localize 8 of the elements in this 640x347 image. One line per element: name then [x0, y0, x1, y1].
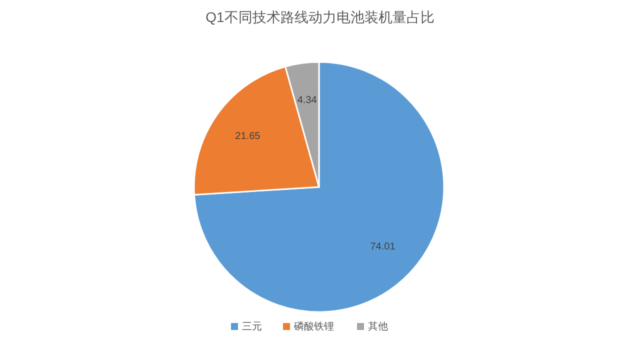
pie-slice — [193, 61, 445, 313]
chart-title: Q1不同技术路线动力电池装机量占比 — [206, 9, 434, 25]
legend-label: 三元 — [242, 322, 262, 333]
data-label: 4.34 — [297, 94, 318, 106]
legend-label: 其他 — [368, 320, 388, 333]
data-label: 21.65 — [235, 130, 261, 142]
data-label: 74.01 — [370, 242, 396, 253]
legend-label: 磷酸铁锂 — [293, 320, 334, 333]
